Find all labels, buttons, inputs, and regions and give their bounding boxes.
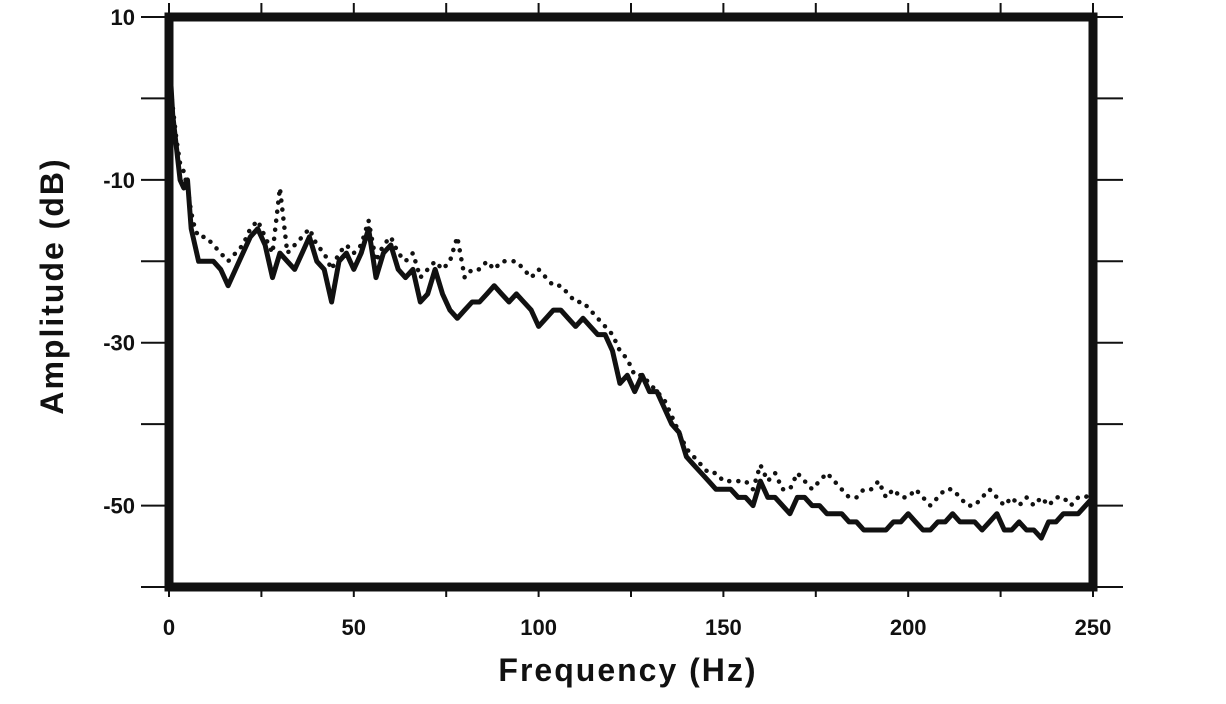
plot-area bbox=[164, 12, 1098, 592]
y-tick-label: -50 bbox=[103, 494, 135, 519]
x-tick-label: 50 bbox=[342, 615, 366, 640]
series-line-solid bbox=[168, 79, 1096, 541]
x-tick-labels: 0 50 100 150 200 250 bbox=[163, 615, 1111, 640]
series-layer bbox=[168, 79, 1096, 541]
y-axis-title: Amplitude (dB) bbox=[34, 157, 70, 414]
x-axis-title: Frequency (Hz) bbox=[498, 652, 757, 688]
plot-frame bbox=[164, 12, 1098, 592]
x-tick-label: 150 bbox=[705, 615, 742, 640]
y-tick-labels: 10 -10 -30 -50 bbox=[103, 5, 135, 519]
x-tick-label: 200 bbox=[890, 615, 927, 640]
series-line-dotted bbox=[168, 88, 1096, 508]
tick-marks bbox=[141, 3, 1123, 597]
y-tick-label: -10 bbox=[103, 168, 135, 193]
x-tick-label: 100 bbox=[520, 615, 557, 640]
x-tick-label: 0 bbox=[163, 615, 175, 640]
y-tick-label: 10 bbox=[111, 5, 135, 30]
x-tick-label: 250 bbox=[1075, 615, 1112, 640]
y-tick-label: -30 bbox=[103, 331, 135, 356]
